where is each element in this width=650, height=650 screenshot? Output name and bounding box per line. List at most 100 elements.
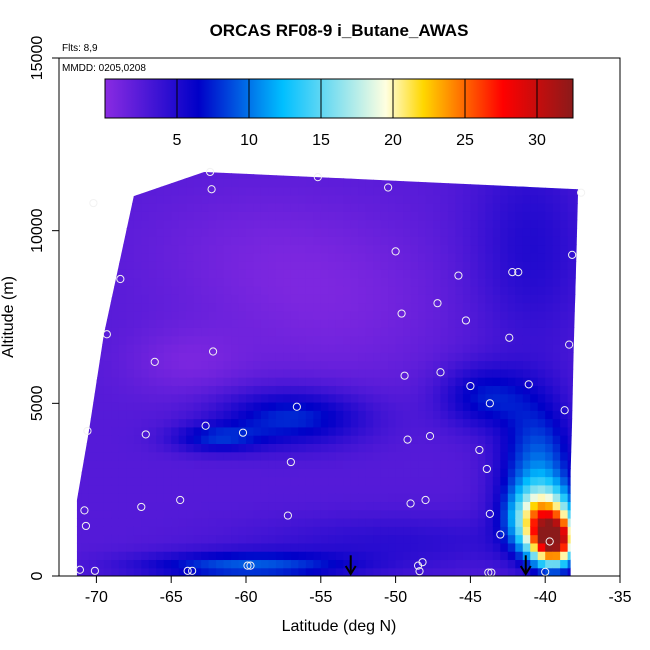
heatmap-cell: [335, 468, 344, 478]
heatmap-cell: [111, 410, 120, 420]
sample-point: [425, 432, 435, 441]
heatmap-cell: [156, 277, 165, 287]
heatmap-cell: [515, 294, 524, 304]
heatmap-cell: [433, 310, 442, 320]
heatmap-cell: [118, 261, 127, 270]
heatmap-cell: [515, 277, 524, 287]
heatmap-cell: [275, 526, 284, 536]
heatmap-cell: [141, 534, 150, 544]
heatmap-cell: [440, 377, 449, 386]
heatmap-cell: [440, 269, 449, 279]
heatmap-cell: [552, 418, 561, 428]
heatmap-cell: [358, 377, 367, 386]
heatmap-cell: [380, 302, 389, 312]
heatmap-cell: [462, 186, 471, 196]
heatmap-cell: [201, 451, 210, 461]
heatmap-cell: [358, 385, 367, 395]
heatmap-cell: [515, 269, 524, 279]
sample-point: [80, 506, 89, 515]
heatmap-cell: [560, 476, 569, 486]
heatmap-cell: [552, 468, 561, 478]
heatmap-cell: [545, 443, 554, 453]
heatmap-cell: [462, 443, 471, 453]
heatmap-cell: [343, 559, 352, 569]
heatmap-cell: [118, 352, 127, 362]
heatmap-cell: [515, 186, 524, 196]
heatmap-cell: [343, 526, 352, 536]
heatmap-cell: [178, 186, 187, 196]
heatmap-cell: [260, 294, 270, 304]
heatmap-cell: [216, 368, 225, 378]
heatmap-cell: [76, 493, 83, 503]
heatmap-cell: [171, 294, 180, 304]
heatmap-cell: [290, 476, 299, 486]
heatmap-cell: [343, 319, 352, 328]
heatmap-cell: [462, 269, 471, 279]
heatmap-cell: [178, 343, 187, 353]
heatmap-cell: [298, 335, 307, 345]
heatmap-cell: [425, 410, 434, 420]
heatmap-cell: [515, 227, 524, 237]
heatmap-cell: [343, 517, 352, 527]
heatmap-cell: [433, 319, 442, 328]
heatmap-cell: [313, 269, 322, 279]
heatmap-cell: [530, 310, 539, 320]
heatmap-cell: [320, 459, 329, 469]
heatmap-cell: [410, 310, 419, 320]
heatmap-cell: [365, 476, 374, 486]
heatmap-cell: [246, 178, 255, 188]
heatmap-cell: [186, 385, 195, 395]
heatmap-cell: [103, 526, 112, 536]
heatmap-cell: [178, 269, 187, 279]
heatmap-cell: [260, 459, 270, 469]
heatmap-cell: [395, 567, 404, 576]
heatmap-cell: [388, 368, 397, 378]
heatmap-cell: [171, 277, 180, 287]
heatmap-cell: [283, 534, 292, 544]
heatmap-cell: [238, 501, 247, 511]
heatmap-cell: [560, 426, 569, 436]
heatmap-cell: [148, 534, 157, 544]
heatmap-cell: [433, 360, 442, 370]
heatmap-cell: [410, 294, 419, 304]
heatmap-cell: [133, 542, 142, 552]
heatmap-cell: [530, 451, 539, 461]
heatmap-cell: [283, 194, 292, 204]
heatmap-cell: [545, 501, 554, 511]
heatmap-cell: [305, 261, 314, 270]
heatmap-cell: [88, 459, 97, 469]
heatmap-cell: [260, 567, 270, 576]
heatmap-cell: [350, 178, 359, 188]
heatmap-cell: [328, 393, 337, 403]
heatmap-cell: [425, 227, 434, 237]
heatmap-cell: [477, 435, 486, 444]
heatmap-cell: [410, 476, 419, 486]
heatmap-cell: [388, 377, 397, 386]
heatmap-cell: [462, 526, 471, 536]
heatmap-cell: [290, 426, 299, 436]
heatmap-cell: [365, 534, 374, 544]
heatmap-cell: [335, 211, 344, 221]
heatmap-cell: [246, 310, 255, 320]
heatmap-cell: [433, 493, 442, 503]
heatmap-cell: [365, 418, 374, 428]
heatmap-cell: [88, 484, 97, 494]
sample-point: [176, 495, 185, 505]
heatmap-cell: [500, 227, 509, 237]
heatmap-cell: [425, 178, 434, 188]
heatmap-cell: [268, 401, 277, 411]
heatmap-cell: [290, 443, 299, 453]
heatmap-cell: [403, 385, 412, 395]
colorbar-tick-label: 25: [456, 132, 474, 149]
heatmap-cell: [305, 310, 314, 320]
heatmap-cell: [455, 319, 464, 328]
heatmap-cell: [410, 385, 419, 395]
heatmap-cell: [141, 252, 150, 262]
heatmap-cell: [515, 360, 524, 370]
heatmap-cell: [350, 269, 359, 279]
heatmap-cell: [96, 360, 105, 370]
heatmap-cell: [156, 426, 165, 436]
heatmap-cell: [447, 261, 457, 270]
heatmap-cell: [388, 551, 397, 561]
heatmap-cell: [433, 468, 442, 478]
